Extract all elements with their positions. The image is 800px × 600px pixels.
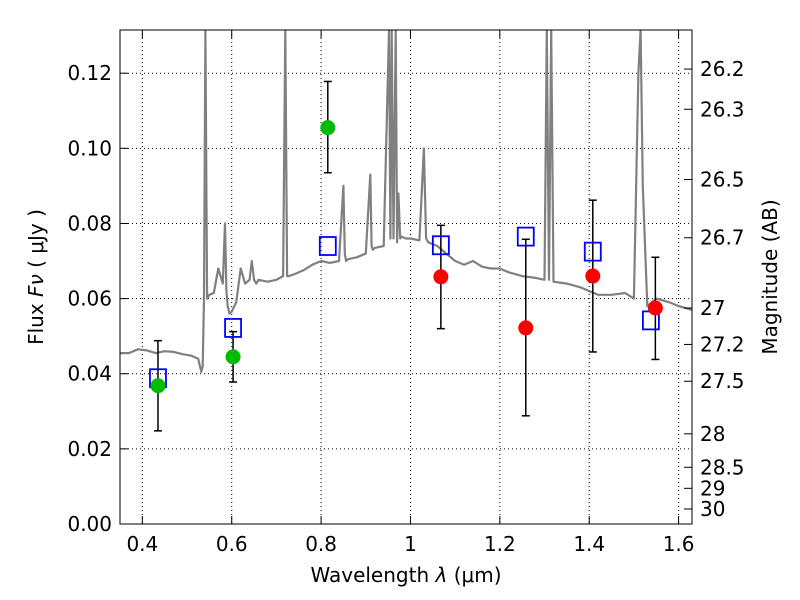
mag-tick-label: 27 (700, 296, 725, 320)
mag-tick-label: 28.5 (700, 455, 745, 479)
x-tick-label: 0.8 (305, 532, 337, 556)
y-tick-label: 0.06 (67, 287, 112, 311)
y-tick-label: 0.04 (67, 362, 112, 386)
x-axis-label-symbol: λ (435, 563, 448, 587)
observed-point (518, 320, 534, 336)
mag-tick-label: 30 (700, 497, 725, 521)
mag-tick-label: 26.7 (700, 226, 745, 250)
y-tick-label: 0.10 (67, 136, 112, 160)
model-photometry-square (516, 226, 535, 247)
x-tick-label: 1.2 (484, 532, 516, 556)
mag-tick-label: 29 (700, 476, 725, 500)
x-tick-label: 1.6 (663, 532, 695, 556)
observed-point (320, 120, 336, 136)
observed-point (225, 349, 241, 365)
observed-point (433, 269, 449, 285)
tick-layer: 0.4 0.6 0.8 1 1.2 1.4 1.6 0.00 0.02 0.04 0.06 0.08 0… (67, 30, 745, 556)
mag-tick-label: 26.3 (700, 97, 745, 121)
observed-point (647, 300, 663, 316)
model-photometry-square (318, 236, 337, 256)
x-tick-label: 1 (404, 532, 417, 556)
errorbar-layer (153, 80, 660, 432)
x-tick-label: 0.6 (216, 532, 248, 556)
mag-tick-label: 28 (700, 422, 725, 446)
y-axis-label-unit: ( μJy ) (24, 209, 48, 268)
y-tick-label: 0.00 (67, 512, 112, 536)
mag-tick-label: 27.2 (700, 332, 745, 356)
x-axis-label-unit: (μm) (454, 563, 502, 587)
y2-axis-label: Magnitude (AB) (758, 199, 782, 354)
model-photometry-square (583, 241, 602, 262)
observed-point (585, 268, 601, 284)
plot-frame (119, 29, 693, 525)
y-tick-label: 0.08 (67, 211, 112, 235)
x-axis-label-text: Wavelength (310, 563, 429, 587)
y-tick-label: 0.12 (67, 61, 112, 85)
mag-tick-label: 26.5 (700, 168, 745, 192)
y-axis-label-symbol: Fν (24, 274, 48, 297)
mag-tick-label: 26.2 (700, 57, 745, 81)
observed-point (150, 378, 166, 394)
x-tick-label: 1.4 (573, 532, 605, 556)
x-tick-label: 0.4 (126, 532, 158, 556)
mag-tick-label: 27.5 (700, 369, 745, 393)
y-axis-label: Flux Fν ( μJy ) (24, 209, 48, 345)
model-photometry-square (224, 318, 242, 338)
y-tick-label: 0.02 (67, 437, 112, 461)
spectrum-line (120, 30, 692, 373)
model-photometry-square (431, 235, 450, 256)
spectrum-layer (120, 30, 692, 373)
y-axis-label-text: Flux (24, 303, 48, 345)
marker-layer (149, 120, 663, 394)
x-axis-label: Wavelength λ (μm) (310, 563, 501, 587)
